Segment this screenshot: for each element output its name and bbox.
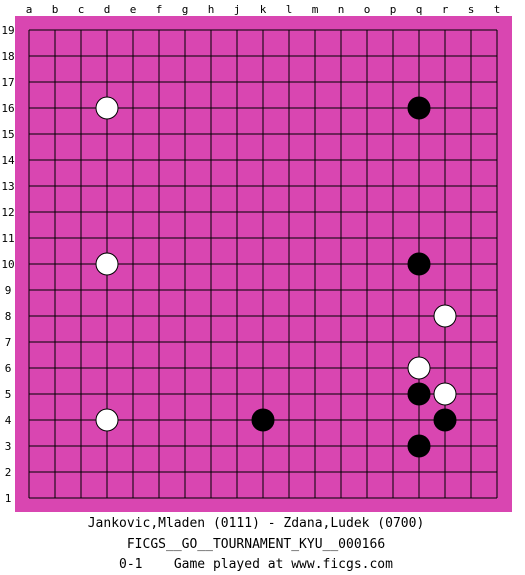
column-label: f: [156, 3, 163, 16]
column-label: b: [52, 3, 59, 16]
row-label: 6: [5, 362, 12, 375]
black-stone: [433, 408, 457, 432]
row-label: 9: [5, 284, 12, 297]
column-label: m: [312, 3, 319, 16]
column-label: g: [182, 3, 189, 16]
column-label: k: [260, 3, 267, 16]
black-stone: [251, 408, 275, 432]
column-label: a: [26, 3, 33, 16]
white-stone: [95, 408, 119, 432]
white-stone: [433, 382, 457, 406]
row-label: 8: [5, 310, 12, 323]
row-label: 12: [1, 206, 14, 219]
tournament-line: FICGS__GO__TOURNAMENT_KYU__000166: [126, 537, 386, 552]
row-label: 1: [5, 492, 12, 505]
row-label: 11: [1, 232, 14, 245]
row-label: 16: [1, 102, 14, 115]
row-label: 4: [5, 414, 12, 427]
row-label: 5: [5, 388, 12, 401]
row-label: 18: [1, 50, 14, 63]
column-label: d: [104, 3, 111, 16]
row-label: 2: [5, 466, 12, 479]
column-label: t: [494, 3, 501, 16]
row-label: 7: [5, 336, 12, 349]
row-label: 17: [1, 76, 14, 89]
white-stone: [95, 96, 119, 120]
white-stone: [433, 304, 457, 328]
column-label: s: [468, 3, 475, 16]
column-label: j: [234, 3, 241, 16]
row-label: 14: [1, 154, 15, 167]
go-board: a b c d e f g h j k l m n o p q r s t191817161514131211109…: [1, 3, 512, 512]
row-label: 15: [1, 128, 14, 141]
row-label: 10: [1, 258, 14, 271]
column-label: o: [364, 3, 371, 16]
black-stone: [407, 96, 431, 120]
column-label: c: [78, 3, 85, 16]
row-label: 13: [1, 180, 14, 193]
result-line: 0-1 Game played at www.ficgs.com: [119, 557, 393, 572]
column-label: e: [130, 3, 137, 16]
black-stone: [407, 382, 431, 406]
column-label: n: [338, 3, 345, 16]
white-stone: [407, 356, 431, 380]
column-label: h: [208, 3, 215, 16]
row-label: 19: [1, 24, 14, 37]
black-stone: [407, 434, 431, 458]
players-line: Jankovic,Mladen (0111) - Zdana,Ludek (07…: [87, 516, 425, 531]
white-stone: [95, 252, 119, 276]
column-label: l: [286, 3, 293, 16]
row-label: 3: [5, 440, 12, 453]
black-stone: [407, 252, 431, 276]
column-label: p: [390, 3, 397, 16]
column-label: q: [416, 3, 423, 16]
column-label: r: [442, 3, 449, 16]
